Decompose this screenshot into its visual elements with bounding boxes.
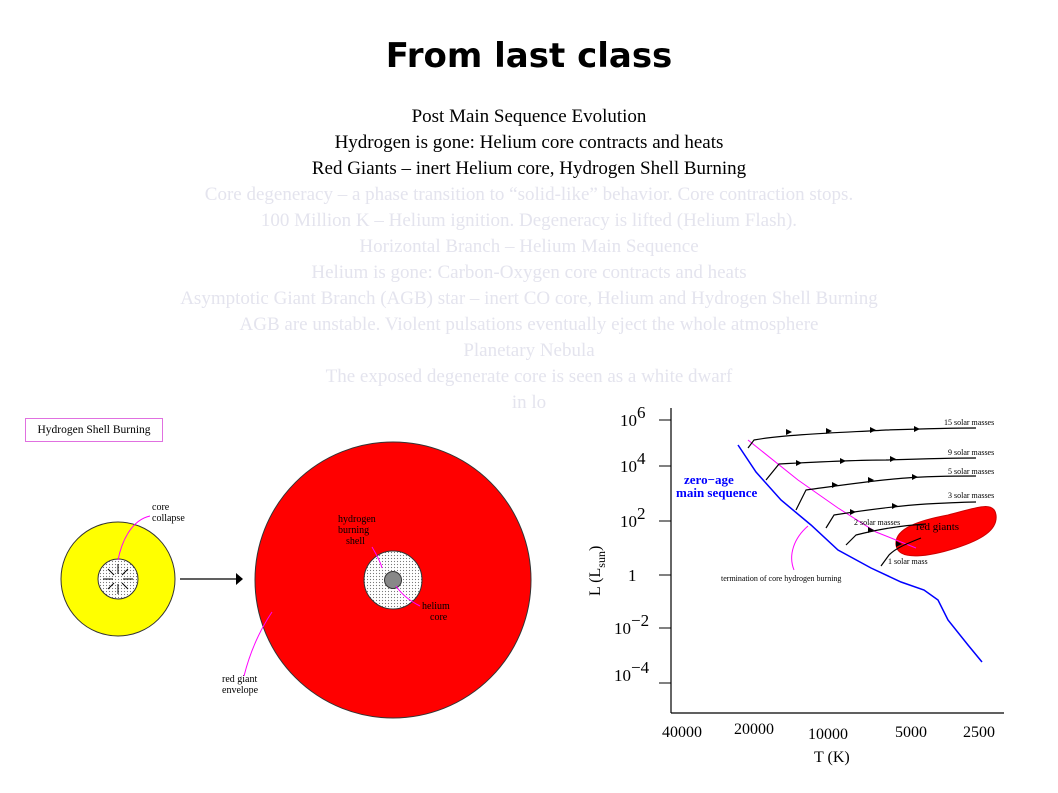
line-helium-gone: Helium is gone: Carbon-Oxygen core contr…: [311, 262, 747, 283]
track-5-solar: [795, 475, 977, 511]
y-tick-1: 1: [628, 566, 637, 585]
y-tick-1e2: 102: [620, 504, 646, 531]
x-tick-labels: 40000 20000 10000 5000 2500: [662, 721, 995, 743]
hydrogen-shell-label: hydrogen burning shell: [338, 514, 376, 547]
line-agb: Asymptotic Giant Branch (AGB) star – ine…: [180, 288, 878, 309]
helium-core-label: helium core: [422, 601, 450, 623]
line-planetary-nebula: Planetary Nebula: [463, 340, 595, 361]
y-ticks: [659, 419, 671, 684]
y-tick-1e4: 104: [620, 449, 646, 476]
x-tick-40000: 40000: [662, 724, 702, 741]
track-2-solar: [845, 523, 927, 546]
helium-core: [384, 571, 402, 589]
envelope-pointer: [243, 611, 273, 677]
line-partial: in lo: [511, 392, 547, 413]
y-tick-1e6: 106: [620, 403, 646, 430]
termination-pointer: [791, 525, 809, 571]
track-15-solar: [747, 427, 977, 449]
zams-label: zero−age main sequence: [676, 472, 757, 500]
red-giants-region: [895, 506, 997, 557]
line-agb-unstable: AGB are unstable. Violent pulsations eve…: [239, 314, 819, 335]
line-horizontal-branch: Horizontal Branch – Helium Main Sequence: [359, 236, 699, 257]
collapse-arrows-icon: [103, 564, 133, 594]
line-core-degeneracy: Core degeneracy – a phase transition to …: [204, 184, 854, 205]
y-tick-labels: 106 104 102 1 10−2 10−4: [614, 403, 650, 685]
core-pointer: [395, 585, 421, 607]
mass-label-2: 2 solar masses: [854, 518, 900, 527]
line-helium-ignition: 100 Million K – Helium ignition. Degener…: [260, 210, 798, 231]
x-tick-10000: 10000: [808, 726, 848, 743]
track-1-solar: [880, 537, 922, 567]
text-lines: Post Main Sequence Evolution Hydrogen is…: [0, 104, 1058, 416]
termination-label: termination of core hydrogen burning: [721, 574, 841, 583]
hydrogen-shell-burning-label: Hydrogen Shell Burning: [25, 418, 163, 442]
envelope-label: red giant envelope: [222, 674, 259, 696]
mass-label-5: 5 solar masses: [948, 467, 994, 476]
x-tick-2500: 2500: [963, 724, 995, 741]
x-axis-label: T (K): [814, 749, 850, 766]
line-post-main-sequence: Post Main Sequence Evolution: [411, 106, 647, 127]
y-axis-label: L (Lsun): [587, 546, 608, 596]
mass-label-1: 1 solar mass: [888, 557, 928, 566]
zams-curve: [737, 444, 983, 663]
hr-diagram: 106 104 102 1 10−2 10−4 L (Lsun) 40000 2…: [587, 403, 1004, 766]
core-collapse-pointer: [117, 515, 151, 561]
evolution-tracks: [747, 427, 977, 567]
y-tick-1e-4: 10−4: [614, 658, 650, 685]
termination-line: [747, 439, 917, 549]
red-giant-structure-diagram: core collapse hydrogen burning shell helium…: [60, 441, 532, 719]
arrow-head-icon: [236, 573, 243, 585]
mass-label-3: 3 solar masses: [948, 491, 994, 500]
track-9-solar: [765, 457, 977, 481]
x-tick-5000: 5000: [895, 724, 927, 741]
track-arrow-icons: [786, 426, 920, 547]
line-hydrogen-gone: Hydrogen is gone: Helium core contracts …: [334, 132, 724, 153]
shell-pointer: [371, 546, 383, 569]
core-collapse-label: core collapse: [152, 502, 185, 524]
x-tick-20000: 20000: [734, 721, 774, 738]
mass-label-9: 9 solar masses: [948, 448, 994, 457]
line-white-dwarf: The exposed degenerate core is seen as a…: [325, 366, 733, 387]
mass-labels: 15 solar masses 9 solar masses 5 solar m…: [854, 418, 994, 566]
mass-label-15: 15 solar masses: [944, 418, 994, 427]
line-red-giants: Red Giants – inert Helium core, Hydrogen…: [311, 158, 747, 179]
slide-title: From last class: [385, 36, 673, 76]
red-giants-label: red giants: [916, 521, 959, 533]
y-tick-1e-2: 10−2: [614, 611, 649, 638]
